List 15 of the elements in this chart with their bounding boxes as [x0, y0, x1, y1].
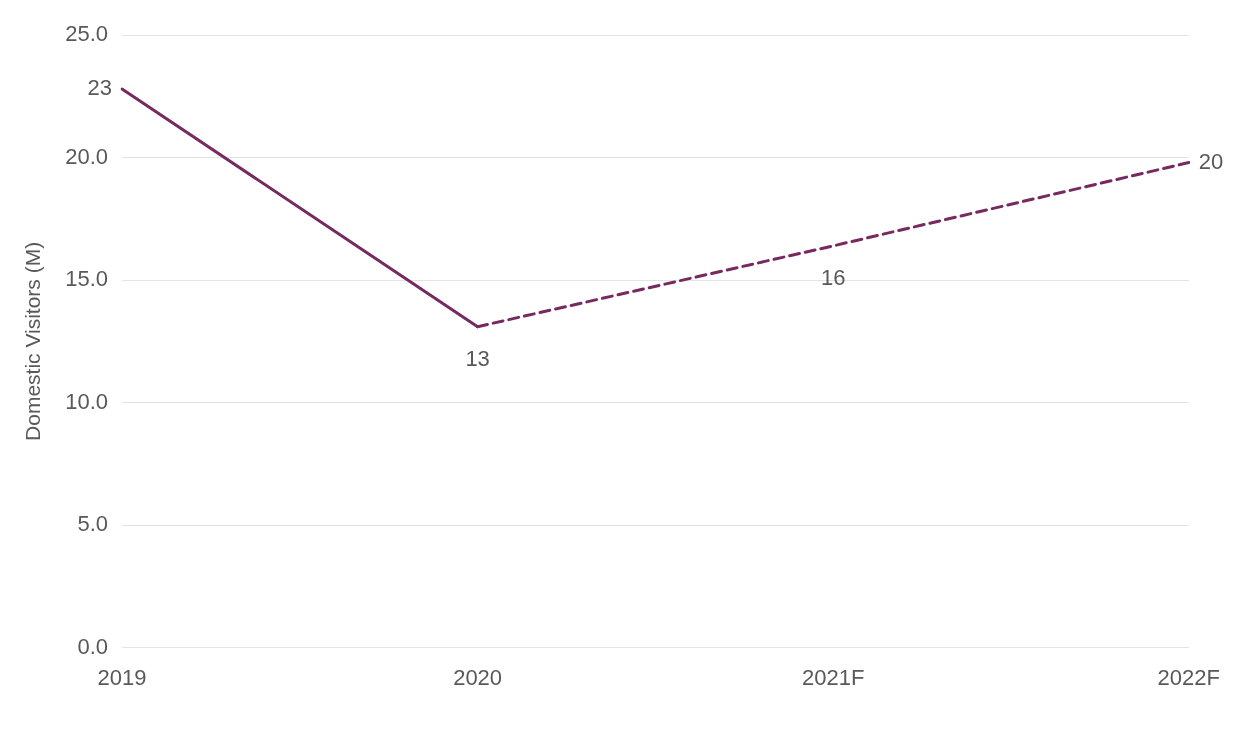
x-tick-label: 2022F [1157, 664, 1221, 690]
y-tick-label: 10.0 [65, 388, 109, 414]
data-label: 16 [820, 264, 846, 290]
data-label: 13 [465, 345, 490, 371]
data-label: 23 [87, 75, 113, 101]
x-tick-label: 2021F [802, 664, 865, 690]
y-tick-label: 25.0 [65, 21, 109, 47]
x-tick-label: 2020 [453, 664, 503, 690]
y-axis-title: Domestic Visitors (M) [21, 241, 45, 441]
y-tick-label: 0.0 [77, 633, 109, 659]
y-tick-label: 20.0 [65, 143, 109, 169]
y-tick-label: 5.0 [77, 511, 109, 537]
y-tick-label: 15.0 [65, 266, 109, 292]
data-label: 20 [1198, 148, 1224, 174]
x-tick-label: 2019 [97, 664, 147, 690]
